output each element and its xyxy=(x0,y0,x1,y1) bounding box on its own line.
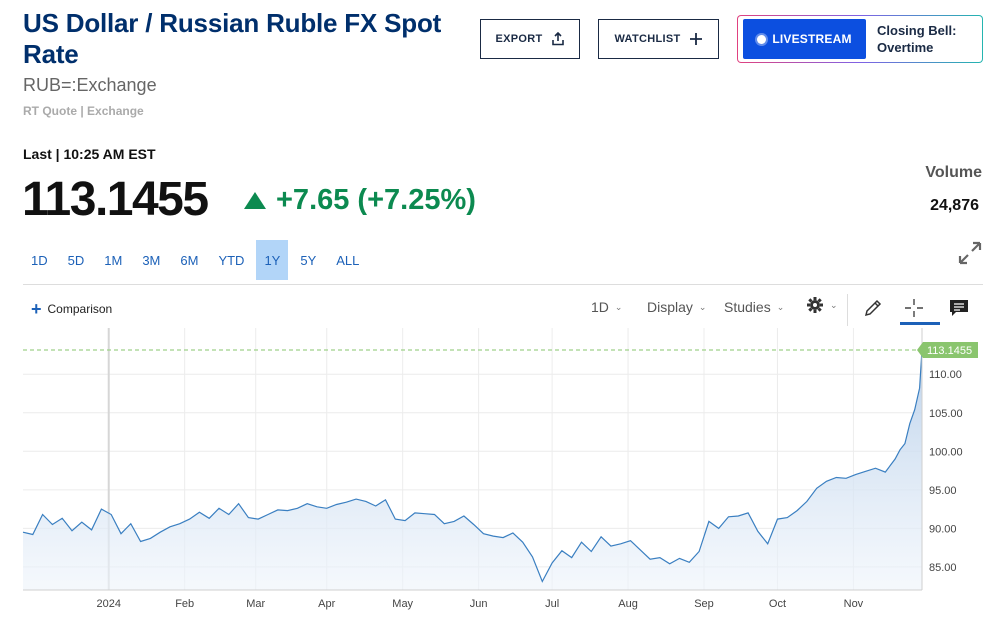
y-tick-label: 105.00 xyxy=(929,408,963,420)
range-tab-5y[interactable]: 5Y xyxy=(300,252,317,268)
quote-source: RT Quote | Exchange xyxy=(23,104,144,118)
range-tab-1y[interactable]: 1Y xyxy=(256,240,289,280)
x-tick-label: Jul xyxy=(545,598,559,610)
watchlist-button[interactable]: WATCHLIST xyxy=(598,19,719,59)
y-tick-label: 85.00 xyxy=(929,562,957,574)
x-tick-label: 2024 xyxy=(96,598,120,610)
export-button[interactable]: EXPORT xyxy=(480,19,580,59)
active-tool-indicator xyxy=(900,322,940,325)
chevron-down-icon: ⌄ xyxy=(830,299,838,310)
range-tab-ytd[interactable]: YTD xyxy=(218,252,245,268)
x-tick-label: Sep xyxy=(694,598,714,610)
x-tick-label: May xyxy=(392,598,413,610)
x-tick-label: Nov xyxy=(844,598,864,610)
studies-label: Studies xyxy=(724,299,771,315)
settings-dropdown[interactable]: ⌄ xyxy=(806,296,838,314)
livestream-banner[interactable]: LIVESTREAM Closing Bell: Overtime xyxy=(737,15,983,63)
chevron-down-icon: ⌄ xyxy=(776,301,785,312)
range-tab-5d[interactable]: 5D xyxy=(67,252,85,268)
range-tab-3m[interactable]: 3M xyxy=(142,252,161,268)
live-dot-icon xyxy=(757,34,767,44)
plus-icon xyxy=(689,33,702,45)
price-line xyxy=(22,349,923,583)
livestream-label: LIVESTREAM xyxy=(772,32,852,46)
range-tab-1d[interactable]: 1D xyxy=(31,252,48,268)
display-label: Display xyxy=(647,299,693,315)
last-price-tag xyxy=(917,341,978,358)
divider xyxy=(23,284,983,285)
watchlist-label: WATCHLIST xyxy=(614,33,681,45)
x-tick-label: Jun xyxy=(470,598,488,610)
livestream-button[interactable]: LIVESTREAM xyxy=(743,19,866,59)
studies-dropdown[interactable]: Studies ⌄ xyxy=(724,299,784,315)
volume-value: 24,876 xyxy=(930,197,979,214)
range-tab-6m[interactable]: 6M xyxy=(180,252,199,268)
price-change: +7.65 (+7.25%) xyxy=(244,182,476,218)
y-tick-label: 90.00 xyxy=(929,523,957,535)
toolbar-separator xyxy=(847,294,848,326)
comparison-button[interactable]: + Comparison xyxy=(31,299,113,319)
x-tick-label: Feb xyxy=(175,598,194,610)
plus-icon: + xyxy=(31,299,42,319)
x-tick-label: Apr xyxy=(318,598,335,610)
display-dropdown[interactable]: Display ⌄ xyxy=(647,299,706,315)
x-tick-label: Aug xyxy=(618,598,638,610)
crosshair-icon[interactable] xyxy=(903,297,925,319)
up-triangle-icon xyxy=(244,191,266,209)
price-change-value: +7.65 (+7.25%) xyxy=(276,184,476,216)
volume-label: Volume xyxy=(925,164,982,181)
y-tick-label: 95.00 xyxy=(929,485,957,497)
upload-icon xyxy=(551,32,564,46)
price-chart[interactable]: 85.00 90.00 95.00 100.00 105.00 110.00 2024 Feb… xyxy=(0,328,994,622)
last-price: 113.1455 xyxy=(22,173,209,226)
range-tabs: 1D 5D 1M 3M 6M YTD 1Y 5Y ALL xyxy=(23,240,371,280)
chevron-down-icon: ⌄ xyxy=(698,301,707,312)
last-price-tag-label: 113.1455 xyxy=(927,345,972,357)
page-title: US Dollar / Russian Ruble FX Spot Rate xyxy=(23,8,442,69)
comment-icon[interactable] xyxy=(948,297,970,319)
range-tab-1m[interactable]: 1M xyxy=(104,252,123,268)
interval-dropdown[interactable]: 1D ⌄ xyxy=(591,299,622,315)
interval-label: 1D xyxy=(591,299,609,315)
gear-icon xyxy=(807,297,823,313)
pencil-icon[interactable] xyxy=(862,297,884,319)
expand-arrows-icon[interactable] xyxy=(957,240,983,266)
range-tab-all[interactable]: ALL xyxy=(336,252,360,268)
last-trade-time: Last | 10:25 AM EST xyxy=(23,146,156,162)
x-tick-label: Mar xyxy=(246,598,265,610)
y-tick-label: 100.00 xyxy=(929,446,963,458)
livestream-program-title[interactable]: Closing Bell: Overtime xyxy=(877,23,957,55)
export-label: EXPORT xyxy=(495,33,543,45)
chevron-down-icon: ⌄ xyxy=(614,301,623,312)
x-tick-label: Oct xyxy=(769,598,786,610)
y-tick-label: 110.00 xyxy=(929,369,962,381)
comparison-label: Comparison xyxy=(47,302,113,316)
symbol-label: RUB=:Exchange xyxy=(23,75,157,95)
price-area-fill xyxy=(23,350,922,590)
